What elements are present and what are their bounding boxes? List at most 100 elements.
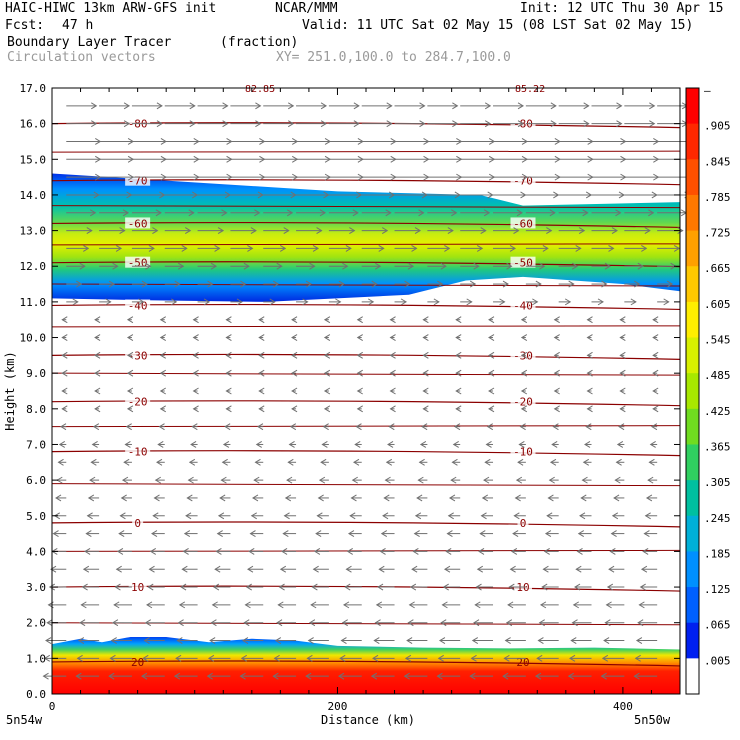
colorbar-swatch: [686, 159, 699, 196]
wind-vector: [421, 423, 428, 431]
wind-vector: [131, 138, 167, 145]
wind-vector: [488, 405, 495, 413]
contour-label: -40: [513, 299, 533, 312]
wind-vector: [197, 280, 214, 288]
wind-vector: [406, 637, 428, 644]
wind-vector: [318, 476, 329, 484]
wind-vector: [164, 155, 200, 163]
wind-vector: [657, 102, 689, 110]
wind-vector: [385, 458, 395, 466]
colorbar-swatch: [686, 194, 699, 232]
wind-vector: [657, 298, 670, 306]
wind-vector: [131, 298, 145, 306]
wind-vector: [624, 155, 660, 163]
wind-vector: [553, 387, 560, 395]
wind-vector: [486, 423, 494, 431]
wind-vector: [356, 369, 363, 377]
colorbar-swatch: [686, 444, 699, 481]
wind-vector: [61, 405, 68, 413]
field2-title: Circulation vectors: [7, 50, 156, 65]
colorbar-label: .185: [704, 547, 731, 560]
wind-vector: [541, 583, 559, 591]
wind-vector: [131, 191, 166, 199]
wind-vector: [520, 369, 528, 377]
wind-vector: [558, 191, 593, 199]
wind-vector: [586, 316, 593, 324]
contour-line: [51, 521, 681, 528]
y-tick-label: 2.0: [26, 617, 46, 630]
wind-vector: [144, 619, 165, 627]
field1-title: Boundary Layer Tracer: [7, 35, 172, 50]
wind-vector: [230, 227, 257, 235]
wind-vector: [624, 244, 648, 252]
wind-vector: [475, 583, 494, 591]
wind-vector: [92, 423, 100, 431]
wind-vector: [81, 583, 100, 591]
wind-vector: [580, 494, 592, 502]
wind-vector: [85, 530, 100, 538]
wind-vector: [99, 102, 131, 110]
wind-vector: [323, 351, 331, 359]
wind-vector: [311, 583, 329, 591]
wind-vector: [328, 155, 364, 163]
x-start-label: 5n54w: [6, 713, 43, 727]
wind-vector: [66, 298, 79, 306]
wind-vector: [375, 601, 395, 609]
wind-vector: [427, 120, 459, 128]
wind-vector: [252, 494, 264, 502]
wind-vector: [610, 530, 625, 538]
wind-vector: [427, 244, 451, 252]
wind-vector: [652, 387, 659, 395]
wind-vector: [263, 244, 287, 252]
wind-vector: [460, 298, 473, 306]
wind-vector: [417, 476, 428, 484]
wind-vector: [637, 619, 658, 627]
wind-vector: [525, 102, 557, 110]
wind-vector: [509, 565, 526, 573]
y-tick-label: 5.0: [26, 510, 46, 523]
wind-vector: [175, 654, 198, 662]
wind-vector: [99, 280, 116, 288]
x-tick-label: 400: [613, 700, 633, 713]
wind-vector: [151, 530, 165, 538]
y-tick-label: 13.0: [20, 225, 47, 238]
wind-vector: [197, 262, 218, 270]
wind-vector: [543, 547, 559, 555]
colorbar-label: .905: [704, 120, 731, 133]
wind-vector: [131, 209, 162, 217]
wind-vector: [493, 298, 506, 306]
wind-vector: [258, 351, 265, 359]
wind-vector: [182, 547, 198, 555]
wind-vector: [61, 351, 68, 359]
wind-vector: [158, 423, 165, 431]
colorbar-swatch: [686, 337, 699, 374]
wind-vector: [649, 441, 658, 448]
wind-vector: [225, 334, 232, 341]
wind-vector: [603, 637, 625, 644]
wind-vector: [288, 441, 297, 448]
wind-vector: [443, 565, 461, 573]
wind-vector: [126, 387, 134, 395]
wind-vector: [643, 530, 658, 538]
wind-vector: [586, 387, 593, 395]
wind-vector: [352, 458, 362, 466]
wind-vector: [94, 387, 101, 395]
wind-vector: [652, 316, 659, 324]
wind-vector: [328, 227, 356, 235]
wind-vector: [414, 512, 428, 520]
wind-vector: [558, 262, 579, 270]
wind-vector: [263, 102, 295, 110]
wind-vector: [242, 637, 264, 644]
wind-vector: [624, 227, 651, 235]
wind-vector: [141, 672, 165, 680]
wind-vector: [66, 244, 90, 252]
wind-vector: [361, 173, 397, 181]
wind-vector: [657, 191, 691, 199]
wind-vector: [411, 565, 428, 573]
wind-vector: [131, 120, 163, 128]
wind-vector: [525, 138, 561, 145]
wind-vector: [225, 387, 232, 395]
contour-line: [51, 483, 681, 487]
wind-vector: [460, 244, 484, 252]
wind-vector: [455, 369, 462, 377]
